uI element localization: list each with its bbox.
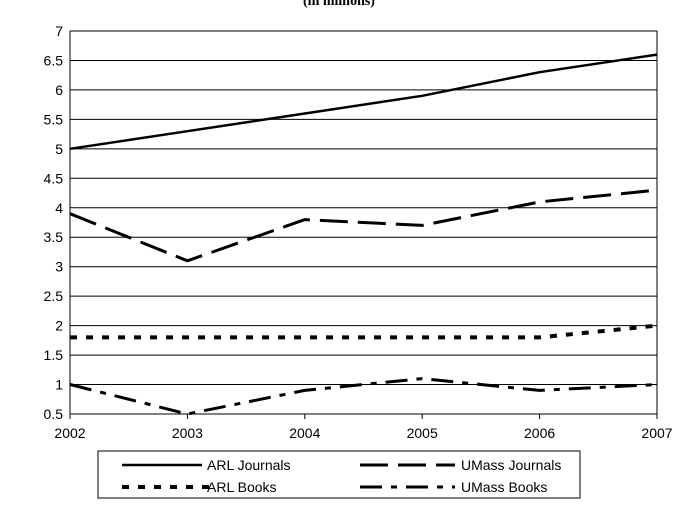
y-tick-label: 6.5 [44,52,64,68]
x-tick-label: 2005 [407,425,438,441]
series-line-arl-books [70,323,658,340]
plot-area-border [69,30,658,415]
x-tick-label: 2003 [172,425,203,441]
x-tick-label: 2002 [54,425,85,441]
y-tick-label: 3 [55,259,63,275]
y-tick-label: 5.5 [44,111,64,127]
y-tick-label: 2.5 [44,288,64,304]
x-tick-label: 2006 [524,425,555,441]
y-tick-label: 7 [55,23,63,39]
series-line-umass-books [69,377,658,416]
series-line-arl-journals [69,53,658,151]
y-tick-label: 6 [55,82,63,98]
y-tick-label: 4 [55,200,63,216]
legend-label: ARL Journals [207,457,291,473]
y-tick-label: 1 [55,377,63,393]
y-tick-label: 4.5 [44,170,64,186]
legend-label: ARL Books [207,479,277,495]
legend-box [97,450,581,499]
legend-label: UMass Journals [461,457,561,473]
y-tick-label: 1.5 [44,347,64,363]
x-tick-label: 2007 [641,425,672,441]
y-tick-label: 2 [55,318,63,334]
y-tick-label: 3.5 [44,229,64,245]
x-tick-label: 2004 [289,425,320,441]
axes: 0.5 1 1.5 2 2.5 3 3.5 4 4.5 5 5.5 6 6.5 7 2002 2003 2004… [44,23,673,441]
y-tick-label: 0.5 [44,406,64,422]
series-lines [69,53,658,416]
legend: ARL Journals UMass Journals ARL Books UMass… [97,450,581,499]
chart-title: (in millions) [303,0,375,9]
series-line-umass-journals [69,188,658,263]
y-tick-label: 5 [55,141,63,157]
legend-label: UMass Books [461,479,547,495]
